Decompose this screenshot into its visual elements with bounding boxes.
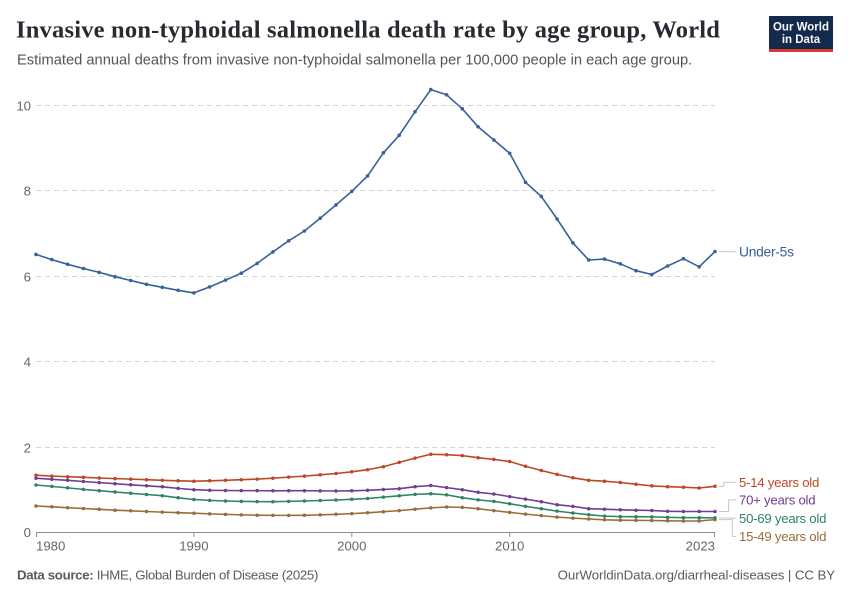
svg-text:10: 10 [16, 98, 31, 113]
svg-text:0: 0 [24, 525, 31, 540]
svg-text:Estimated annual deaths from i: Estimated annual deaths from invasive no… [17, 53, 692, 69]
svg-text:Data source: IHME, Global Burd: Data source: IHME, Global Burden of Dise… [17, 567, 318, 582]
svg-text:Under-5s: Under-5s [739, 245, 794, 260]
svg-text:2000: 2000 [337, 539, 366, 554]
svg-text:in Data: in Data [782, 34, 821, 46]
svg-text:5-14 years old: 5-14 years old [739, 475, 819, 490]
svg-text:50-69 years old: 50-69 years old [739, 511, 826, 526]
svg-text:8: 8 [24, 183, 31, 198]
svg-text:4: 4 [24, 354, 31, 369]
svg-text:1990: 1990 [179, 539, 208, 554]
svg-text:70+ years old: 70+ years old [739, 493, 815, 508]
svg-text:Our World: Our World [773, 22, 829, 34]
svg-text:6: 6 [24, 269, 31, 284]
svg-text:2: 2 [24, 440, 31, 455]
svg-text:15-49 years old: 15-49 years old [739, 529, 826, 544]
svg-text:1980: 1980 [36, 539, 65, 554]
svg-text:Invasive non-typhoidal salmone: Invasive non-typhoidal salmonella death … [16, 17, 720, 44]
svg-text:OurWorldinData.org/diarrheal-d: OurWorldinData.org/diarrheal-diseases | … [558, 567, 836, 582]
svg-text:2023: 2023 [686, 539, 715, 554]
svg-text:2010: 2010 [495, 539, 524, 554]
